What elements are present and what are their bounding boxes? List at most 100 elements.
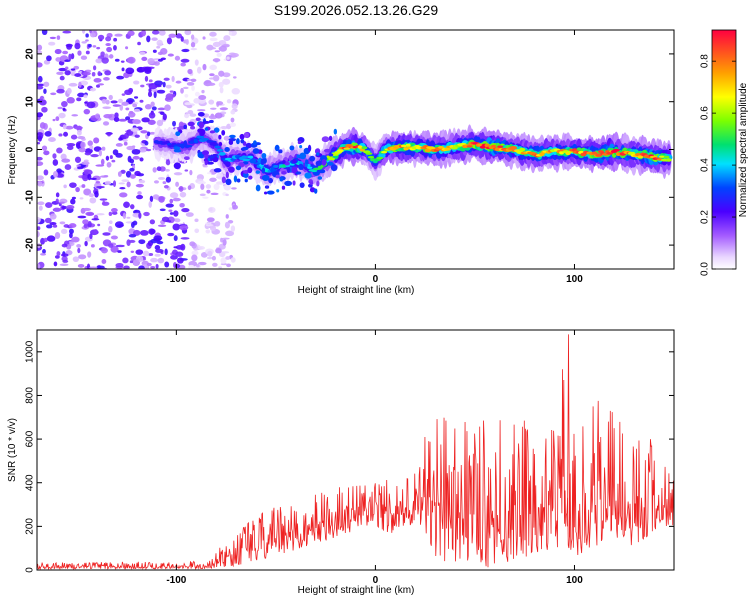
scatter-blob — [305, 159, 309, 165]
noise-blob — [177, 257, 184, 264]
noise-blob — [84, 240, 88, 247]
y-tick-label: 600 — [25, 430, 36, 447]
noise-blob — [141, 56, 148, 62]
noise-blob — [105, 42, 111, 47]
noise-blob — [114, 112, 119, 119]
noise-blob — [132, 155, 140, 160]
noise-blob — [96, 84, 100, 88]
noise-blob — [148, 112, 156, 119]
scatter-blob — [275, 174, 280, 179]
noise-blob — [203, 113, 210, 117]
noise-blob — [95, 58, 103, 64]
noise-blob — [115, 143, 123, 147]
noise-blob — [88, 193, 95, 198]
scatter-blob — [323, 148, 332, 153]
noise-blob — [196, 66, 202, 74]
noise-blob — [226, 263, 231, 268]
ridge-blob — [509, 145, 518, 150]
noise-blob — [153, 91, 157, 99]
scatter-blob — [328, 153, 334, 157]
noise-blob — [187, 185, 192, 191]
scatter-blob — [263, 191, 268, 195]
noise-blob — [163, 77, 170, 81]
noise-blob — [210, 225, 217, 232]
ridge-blob — [663, 155, 670, 159]
noise-blob — [209, 37, 218, 42]
noise-blob — [74, 73, 82, 77]
noise-blob — [231, 187, 237, 190]
noise-blob — [114, 221, 124, 228]
scatter-blob — [228, 166, 235, 173]
noise-blob — [52, 224, 58, 228]
noise-blob — [138, 212, 142, 219]
noise-blob — [74, 156, 82, 163]
noise-blob — [94, 190, 99, 198]
ridge-blob — [361, 146, 368, 150]
noise-blob — [93, 229, 98, 235]
noise-blob — [64, 59, 71, 63]
noise-blob — [147, 91, 153, 98]
noise-blob — [221, 251, 230, 254]
scatter-blob — [248, 175, 253, 180]
noise-blob — [93, 137, 100, 144]
scatter-blob — [221, 129, 226, 136]
noise-blob — [110, 245, 119, 253]
noise-blob — [231, 88, 241, 95]
noise-blob — [93, 65, 97, 71]
noise-blob — [102, 232, 111, 236]
noise-blob — [184, 30, 192, 36]
noise-blob — [88, 43, 92, 48]
noise-blob — [173, 246, 178, 249]
noise-blob — [151, 37, 158, 41]
noise-blob — [141, 117, 150, 123]
noise-blob — [117, 171, 122, 177]
noise-blob — [231, 103, 238, 110]
noise-blob — [162, 113, 167, 121]
noise-blob — [211, 255, 217, 261]
scatter-blob — [225, 171, 229, 179]
ridge-blob — [365, 152, 373, 155]
noise-blob — [95, 113, 100, 119]
scatter-blob — [304, 172, 312, 179]
noise-blob — [174, 55, 181, 61]
noise-blob — [125, 67, 135, 75]
noise-blob — [46, 55, 52, 62]
scatter-blob — [236, 138, 240, 145]
y-tick-label: 800 — [25, 387, 36, 404]
noise-blob — [44, 131, 52, 137]
noise-blob — [207, 172, 212, 175]
noise-blob — [37, 112, 43, 118]
snr-frame — [36, 329, 675, 571]
noise-blob — [181, 207, 190, 213]
noise-blob — [140, 84, 145, 88]
noise-blob — [120, 169, 126, 174]
y-tick-label: 0 — [25, 567, 36, 573]
noise-blob — [49, 36, 56, 40]
scatter-blob — [229, 134, 236, 139]
noise-blob — [138, 148, 147, 153]
noise-blob — [230, 225, 236, 232]
noise-blob — [134, 134, 140, 138]
noise-blob — [135, 183, 144, 188]
noise-blob — [180, 237, 190, 240]
noise-blob — [43, 150, 50, 156]
noise-blob — [59, 263, 69, 266]
noise-blob — [216, 52, 222, 58]
noise-blob — [209, 177, 217, 182]
x-tick-label: -100 — [166, 575, 186, 586]
noise-blob — [66, 142, 76, 147]
noise-blob — [222, 238, 227, 246]
noise-blob — [127, 99, 134, 104]
noise-blob — [75, 186, 80, 193]
noise-blob — [150, 266, 156, 269]
noise-blob — [121, 67, 125, 72]
noise-blob — [43, 81, 50, 87]
noise-blob — [39, 99, 47, 106]
noise-blob — [56, 168, 62, 173]
noise-blob — [37, 44, 43, 51]
scatter-blob — [195, 117, 201, 122]
ridge-blob — [381, 150, 388, 154]
noise-blob — [115, 262, 124, 268]
scatter-blob — [183, 124, 188, 130]
noise-blob — [79, 197, 84, 200]
